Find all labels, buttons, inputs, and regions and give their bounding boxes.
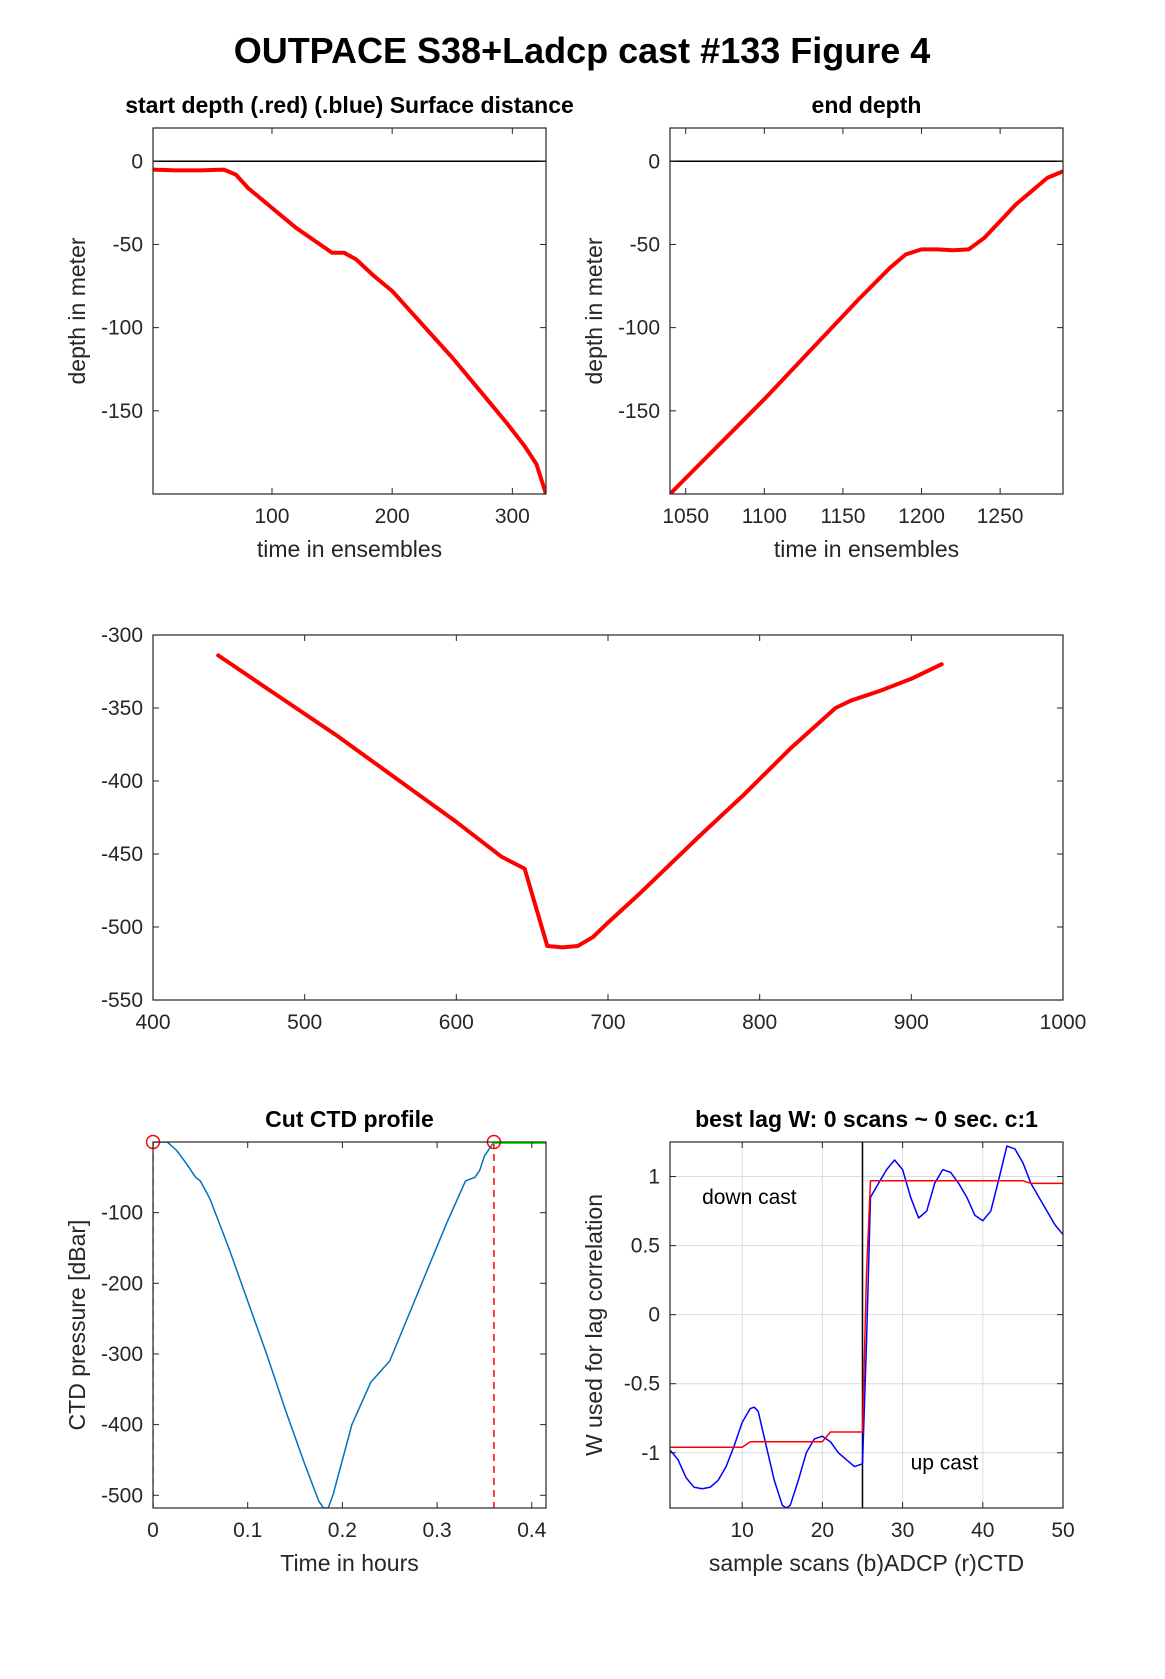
x-tick-label: 30 [891, 1519, 914, 1542]
chart-title: best lag W: 0 scans ~ 0 sec. c:1 [695, 1106, 1038, 1132]
x-tick-label: 500 [287, 1011, 322, 1034]
x-tick-label: 0.4 [517, 1519, 547, 1542]
x-tick-label: 50 [1051, 1519, 1074, 1542]
x-tick-label: 1200 [898, 505, 945, 528]
y-tick-label: -50 [113, 233, 143, 256]
chart-p1: 100 200 300 0 -50 -100 -150 start depth (.red) … [64, 92, 574, 562]
y-tick-label: -150 [618, 400, 660, 423]
x-tick-label: 0 [147, 1519, 159, 1542]
x-tick-label: 0.2 [328, 1519, 357, 1542]
plot-area [670, 1142, 1063, 1508]
axes-box [152, 127, 547, 495]
y-tick-label: 0 [648, 150, 660, 173]
plot-area [216, 653, 944, 950]
x-tick-label: 0.3 [422, 1519, 451, 1542]
chart-p4: 0 0.1 0.2 0.3 0.4 -100 -200 -300 -400 -500 Cut CTD… [64, 1106, 547, 1576]
x-tick-label: 20 [811, 1519, 834, 1542]
x-tick-label: 900 [894, 1011, 929, 1034]
axes-background [153, 1142, 546, 1508]
x-tick-label: 400 [135, 1011, 170, 1034]
y-tick-label: -100 [618, 317, 660, 340]
chart-p3: 400 500 600 700 800 900 1000 -300 -350 -400 -450 -5… [101, 624, 1086, 1034]
y-tick-label: -50 [630, 233, 660, 256]
x-tick-label: 1250 [977, 505, 1024, 528]
annotation-text: down cast [702, 1186, 797, 1209]
x-tick-label: 200 [375, 505, 410, 528]
x-tick-label: 1100 [742, 505, 787, 528]
axes-background [153, 635, 1063, 1000]
x-tick-label: 1050 [662, 505, 709, 528]
y-tick-label: -150 [101, 400, 143, 423]
series-line-0 [216, 653, 944, 950]
chart-p5: 10 20 30 40 50 1 0.5 0 -0.5 -1 best lag W: 0 scans… [581, 1106, 1075, 1576]
y-tick-label: 0 [131, 150, 143, 173]
x-tick-label: 600 [439, 1011, 474, 1034]
y-tick-label: -500 [101, 916, 143, 939]
y-tick-label: -1 [641, 1442, 660, 1465]
y-tick-label: -200 [101, 1272, 143, 1295]
y-axis-label: W used for lag correlation [581, 1194, 607, 1456]
x-tick-label: 0.1 [233, 1519, 262, 1542]
series-line-0 [670, 1145, 1063, 1508]
y-tick-label: -300 [101, 624, 143, 647]
chart-p2: 1050 1100 1150 1200 1250 0 -50 -100 -150 end dept… [581, 92, 1064, 562]
y-tick-label: -100 [101, 317, 143, 340]
series-line-0 [153, 167, 546, 494]
chart-title: start depth (.red) (.blue) Surface dista… [125, 92, 574, 118]
axes-box [152, 1141, 547, 1509]
y-axis-label: depth in meter [64, 237, 90, 384]
x-tick-label: 10 [731, 1519, 754, 1542]
y-tick-label: 0.5 [631, 1235, 660, 1258]
y-tick-label: -400 [101, 1414, 143, 1437]
series-line-0 [670, 169, 1063, 494]
plot-area [670, 160, 1063, 494]
y-tick-label: -500 [101, 1484, 143, 1507]
y-tick-label: 0 [648, 1304, 660, 1327]
annotation-text: up cast [911, 1451, 979, 1474]
x-tick-label: 700 [590, 1011, 625, 1034]
y-tick-label: 1 [648, 1166, 660, 1189]
y-axis-label: depth in meter [581, 237, 607, 384]
plot-area [153, 1142, 546, 1508]
series-line-0 [153, 1142, 495, 1508]
chart-title: Cut CTD profile [265, 1106, 434, 1132]
x-tick-label: 1150 [820, 505, 865, 528]
y-tick-label: -300 [101, 1343, 143, 1366]
x-axis-label: time in ensembles [774, 536, 959, 562]
series-line-1 [670, 1179, 1063, 1448]
y-tick-label: -100 [101, 1202, 143, 1225]
x-axis-label: Time in hours [280, 1550, 418, 1576]
x-axis-label: time in ensembles [257, 536, 442, 562]
plot-area [153, 160, 546, 494]
x-tick-label: 800 [742, 1011, 777, 1034]
axes-box [669, 1141, 1064, 1509]
axes-box [669, 127, 1064, 495]
x-axis-label: sample scans (b)ADCP (r)CTD [709, 1550, 1024, 1576]
x-tick-label: 300 [495, 505, 530, 528]
figure-title: OUTPACE S38+Ladcp cast #133 Figure 4 [234, 30, 931, 71]
y-axis-label: CTD pressure [dBar] [64, 1220, 90, 1431]
axes-background [670, 128, 1063, 494]
x-tick-label: 100 [254, 505, 289, 528]
axes-background [153, 128, 546, 494]
y-tick-label: -550 [101, 989, 143, 1012]
x-tick-label: 1000 [1040, 1011, 1087, 1034]
x-tick-label: 40 [971, 1519, 994, 1542]
y-tick-label: -0.5 [624, 1373, 660, 1396]
y-tick-label: -450 [101, 843, 143, 866]
y-tick-label: -400 [101, 770, 143, 793]
y-tick-label: -350 [101, 697, 143, 720]
chart-title: end depth [812, 92, 922, 118]
